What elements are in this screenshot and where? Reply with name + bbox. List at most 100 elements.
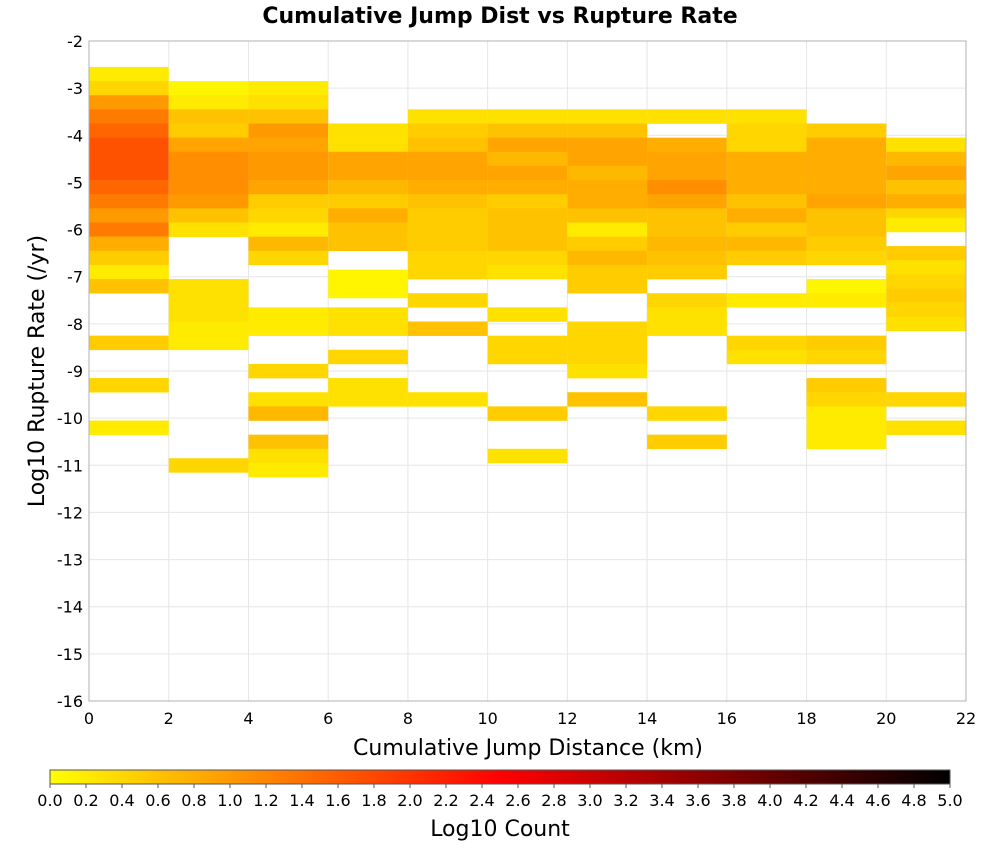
heatmap-cell — [567, 363, 648, 379]
heatmap-cell — [248, 392, 329, 407]
heatmap-cell — [407, 250, 488, 266]
colorbar-tick-label: 3.2 — [613, 791, 638, 810]
heatmap-cell — [487, 236, 568, 252]
colorbar-tick-label: 3.4 — [649, 791, 674, 810]
heatmap-cell — [806, 123, 887, 138]
y-tick-label: -3 — [67, 79, 83, 98]
x-tick-label: 22 — [956, 709, 976, 728]
heatmap-cell — [726, 123, 807, 138]
colorbar-tick-label: 5.0 — [937, 791, 962, 810]
heatmap-cell — [647, 321, 727, 336]
heatmap-cell — [328, 222, 408, 237]
heatmap-cell — [248, 321, 329, 336]
heatmap-cell — [567, 222, 648, 237]
x-tick-label: 18 — [796, 709, 816, 728]
heatmap-cell — [806, 349, 887, 365]
heatmap-cell — [726, 109, 807, 124]
x-tick-label: 10 — [477, 709, 497, 728]
heatmap-cell — [328, 269, 408, 285]
colorbar-tick-label: 3.8 — [721, 791, 746, 810]
heatmap-cell — [328, 123, 408, 138]
heatmap-cell — [886, 217, 966, 233]
heatmap-cell — [328, 151, 408, 167]
heatmap-cell — [487, 208, 568, 223]
y-tick-label: -14 — [57, 598, 83, 617]
heatmap-cell — [647, 180, 727, 195]
y-tick-label: -12 — [57, 503, 83, 522]
y-tick-labels: -2 -3 -4 -5 -6 -7 -8 -9 -10 -11 -12 -13 -14 -15 -16 — [57, 32, 83, 711]
heatmap-cell — [248, 180, 329, 195]
heatmap-cell — [328, 378, 408, 393]
heatmap-cell — [806, 165, 887, 181]
heatmap-cell — [886, 274, 966, 289]
y-tick-label: -10 — [57, 409, 83, 428]
heatmap-cell — [328, 165, 408, 181]
heatmap-cell — [647, 307, 727, 322]
heatmap-cell — [487, 448, 568, 464]
colorbar-label: Log10 Count — [430, 817, 570, 842]
heatmap-cell — [248, 208, 329, 223]
heatmap-cell — [168, 123, 249, 138]
heatmap-cell — [407, 137, 488, 153]
heatmap-cell — [89, 335, 169, 351]
heatmap-cell — [89, 81, 169, 96]
heatmap-cells — [89, 66, 966, 478]
heatmap-cell — [89, 378, 169, 393]
heatmap-cell — [647, 264, 727, 280]
heatmap-cell — [248, 307, 329, 322]
x-tick-label: 12 — [557, 709, 577, 728]
heatmap-cell — [168, 109, 249, 124]
heatmap-cell — [248, 236, 329, 252]
heatmap-cell — [328, 208, 408, 223]
heatmap-cell — [487, 109, 568, 124]
heatmap-cell — [168, 293, 249, 308]
x-tick-label: 20 — [876, 709, 896, 728]
heatmap-cell — [487, 349, 568, 365]
heatmap-cell — [647, 406, 727, 421]
colorbar-tick-label: 0.6 — [145, 791, 170, 810]
colorbar-tick-label: 1.8 — [361, 791, 386, 810]
y-tick-label: -5 — [67, 173, 83, 192]
heatmap-cell — [248, 434, 329, 450]
heatmap-cell — [407, 109, 488, 124]
colorbar-tick-label: 0.2 — [73, 791, 98, 810]
heatmap-cell — [89, 151, 169, 167]
y-tick-label: -15 — [57, 645, 83, 664]
heatmap-cell — [806, 236, 887, 252]
heatmap-cell — [248, 194, 329, 209]
colorbar-tick-label: 2.8 — [541, 791, 566, 810]
heatmap-cell — [567, 123, 648, 138]
colorbar-tick-label: 4.8 — [901, 791, 926, 810]
heatmap-cell — [886, 392, 966, 407]
colorbar-tick-label: 1.6 — [325, 791, 350, 810]
heatmap-cell — [647, 250, 727, 266]
heatmap-cell — [726, 293, 807, 308]
heatmap-cell — [328, 283, 408, 299]
heatmap-cell — [407, 180, 488, 195]
colorbar-tick-label: 1.0 — [217, 791, 242, 810]
y-tick-label: -13 — [57, 551, 83, 570]
heatmap-cell — [487, 151, 568, 167]
heatmap-cell — [248, 448, 329, 464]
heatmap-cell — [248, 250, 329, 266]
heatmap-cell — [567, 208, 648, 223]
heatmap-cell — [487, 264, 568, 280]
heatmap-cell — [89, 123, 169, 138]
heatmap-cell — [248, 95, 329, 110]
heatmap-cell — [89, 194, 169, 209]
x-axis-label: Cumulative Jump Distance (km) — [353, 736, 703, 761]
heatmap-cell — [487, 307, 568, 322]
colorbar-tick-label: 4.0 — [757, 791, 782, 810]
heatmap-cell — [407, 151, 488, 167]
heatmap-cell — [726, 151, 807, 167]
heatmap-cell — [328, 194, 408, 209]
heatmap-cell — [248, 109, 329, 124]
heatmap-cell — [806, 378, 887, 393]
colorbar-tick-label: 0.0 — [37, 791, 62, 810]
heatmap-cell — [726, 335, 807, 351]
heatmap-cell — [487, 123, 568, 138]
heatmap-cell — [407, 165, 488, 181]
heatmap-cell — [567, 165, 648, 181]
plot-area-border — [88, 40, 967, 702]
heatmap-cell — [407, 194, 488, 209]
